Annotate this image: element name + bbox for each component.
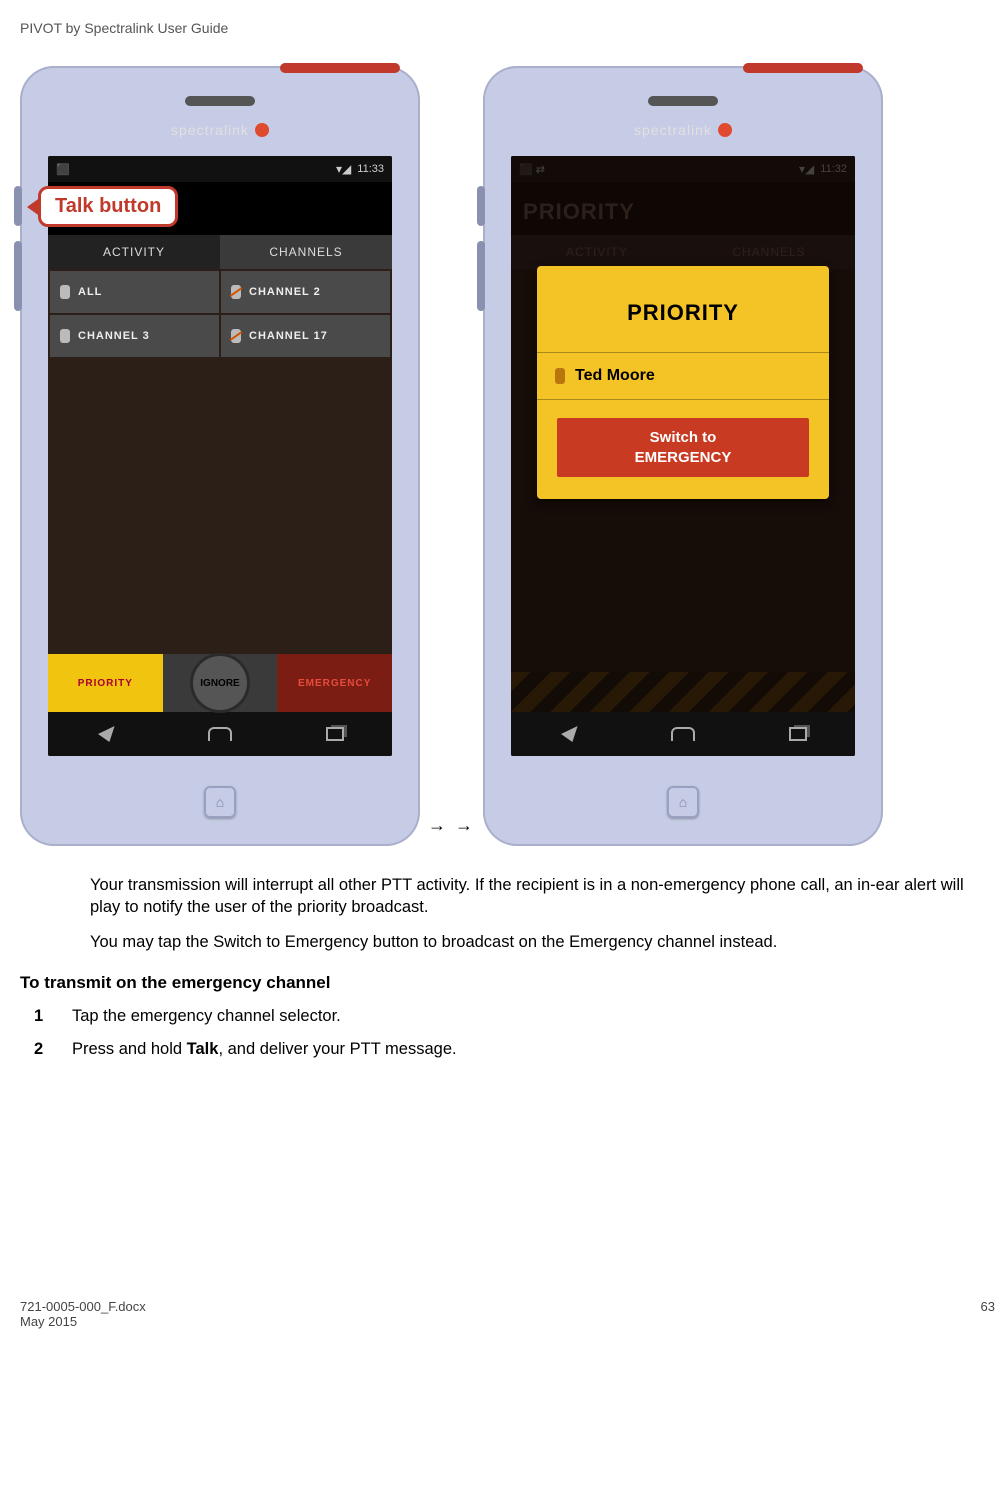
- bottom-emergency[interactable]: EMERGENCY: [277, 654, 392, 712]
- channels-grid: ALL CHANNEL 2 CHANNEL 3 CHANNEL 17: [48, 269, 392, 359]
- speaker: [185, 96, 255, 106]
- channel-label: CHANNEL 17: [249, 330, 328, 342]
- step2-post: , and deliver your PTT message.: [218, 1040, 456, 1058]
- android-navbar: [48, 712, 392, 756]
- brand-text: spectralink: [171, 122, 249, 138]
- popup-btn-line2: EMERGENCY: [635, 449, 732, 466]
- popup-title: PRIORITY: [537, 266, 829, 352]
- screen-right: ⬛ ⇄ ▾◢ 11:32 PRIORITY ACTIVITY CHANNELS: [511, 156, 855, 756]
- tabs: ACTIVITY CHANNELS: [48, 235, 392, 269]
- nav-home-icon[interactable]: [205, 725, 235, 743]
- popup-caller-name: Ted Moore: [575, 367, 655, 385]
- step-1: 1 Tap the emergency channel selector.: [34, 1007, 995, 1026]
- brand-logo: spectralink: [171, 122, 269, 138]
- hardware-home: ⌂: [204, 786, 236, 818]
- phone-top-accent: [743, 63, 863, 73]
- ignore-button[interactable]: IGNORE: [193, 656, 247, 710]
- bottom-priority[interactable]: PRIORITY: [48, 654, 163, 712]
- brand-dot-icon: [718, 123, 732, 137]
- step-list: 1 Tap the emergency channel selector. 2 …: [34, 1007, 995, 1059]
- footer-filename: 721-0005-000_F.docx: [20, 1299, 146, 1314]
- nav-recent-icon[interactable]: [320, 725, 350, 743]
- nav-recent-icon[interactable]: [783, 725, 813, 743]
- popup-btn-line1: Switch to: [650, 429, 717, 446]
- phone-left: Talk button spectralink ⬛ ▾◢ 11:33 Curre…: [20, 66, 420, 846]
- brand-text: spectralink: [634, 122, 712, 138]
- section-heading: To transmit on the emergency channel: [20, 973, 995, 993]
- wifi-icon: ▾◢: [336, 162, 351, 176]
- paragraph-1: Your transmission will interrupt all oth…: [90, 874, 995, 919]
- brand-dot-icon: [255, 123, 269, 137]
- channel-cell[interactable]: CHANNEL 3: [50, 315, 219, 357]
- tab-activity[interactable]: ACTIVITY: [48, 235, 220, 269]
- nav-back-icon[interactable]: [90, 725, 120, 743]
- bottom-bar: PRIORITY EMERGENCY IGNORE: [48, 654, 392, 712]
- speaker: [648, 96, 718, 106]
- body-text: Your transmission will interrupt all oth…: [90, 874, 995, 953]
- empty-area: [48, 359, 392, 654]
- tab-channels[interactable]: CHANNELS: [220, 235, 392, 269]
- screen-left: ⬛ ▾◢ 11:33 Current channel: PRIORITY ACT…: [48, 156, 392, 756]
- status-time: 11:33: [357, 163, 384, 175]
- step2-pre: Press and hold: [72, 1040, 187, 1058]
- android-navbar: [511, 712, 855, 756]
- mic-icon: [60, 329, 70, 343]
- status-bar: ⬛ ▾◢ 11:33: [48, 156, 392, 182]
- mic-muted-icon: [231, 285, 241, 299]
- step-text: Press and hold Talk, and deliver your PT…: [72, 1040, 457, 1059]
- footer-date: May 2015: [20, 1314, 146, 1329]
- step-number: 1: [34, 1007, 48, 1026]
- phone-top-accent: [280, 63, 400, 73]
- channel-label: CHANNEL 2: [249, 286, 321, 298]
- page-number: 63: [981, 1299, 995, 1329]
- phones-row: Talk button spectralink ⬛ ▾◢ 11:33 Curre…: [20, 66, 995, 846]
- channel-label: CHANNEL 3: [78, 330, 150, 342]
- step-2: 2 Press and hold Talk, and deliver your …: [34, 1040, 995, 1059]
- side-button-1: [14, 186, 22, 226]
- step-number: 2: [34, 1040, 48, 1059]
- channel-cell[interactable]: CHANNEL 2: [221, 271, 390, 313]
- hardware-home: ⌂: [667, 786, 699, 818]
- switch-to-emergency-button[interactable]: Switch to EMERGENCY: [557, 418, 809, 477]
- channel-cell[interactable]: ALL: [50, 271, 219, 313]
- step-text: Tap the emergency channel selector.: [72, 1007, 341, 1026]
- mic-muted-icon: [231, 329, 241, 343]
- paragraph-2: You may tap the Switch to Emergency butt…: [90, 931, 995, 953]
- popup-caller-row: Ted Moore: [537, 352, 829, 400]
- mic-icon: [60, 285, 70, 299]
- step2-bold: Talk: [187, 1040, 219, 1058]
- phone-right: spectralink ⬛ ⇄ ▾◢ 11:32 PRIORITY ACTIVI…: [483, 66, 883, 846]
- status-left-icon: ⬛: [56, 163, 70, 176]
- side-button-talk: [477, 241, 485, 311]
- priority-popup: PRIORITY Ted Moore Switch to EMERGENCY: [537, 266, 829, 499]
- document-footer: 721-0005-000_F.docx May 2015 63: [20, 1299, 995, 1329]
- nav-home-icon[interactable]: [668, 725, 698, 743]
- mic-icon: [555, 368, 565, 384]
- arrow-between: → →: [428, 815, 475, 846]
- side-button-1: [477, 186, 485, 226]
- talk-button-callout: Talk button: [38, 186, 178, 227]
- channel-label: ALL: [78, 286, 102, 298]
- nav-back-icon[interactable]: [553, 725, 583, 743]
- brand-logo: spectralink: [634, 122, 732, 138]
- document-header: PIVOT by Spectralink User Guide: [20, 20, 995, 36]
- side-button-talk: [14, 241, 22, 311]
- channel-cell[interactable]: CHANNEL 17: [221, 315, 390, 357]
